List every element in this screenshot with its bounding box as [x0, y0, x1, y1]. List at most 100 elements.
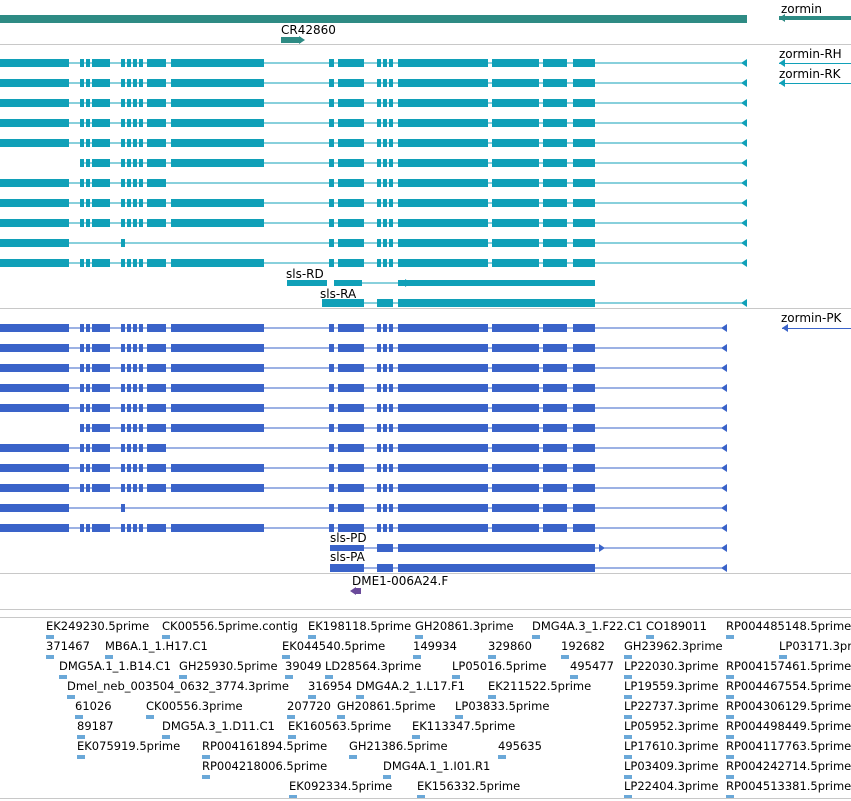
protein-row-exon[interactable]: [127, 404, 131, 412]
transcript-row-exon[interactable]: [121, 99, 125, 107]
protein-row-exon[interactable]: [0, 484, 69, 492]
transcript-sls-ra-exon[interactable]: [398, 299, 595, 307]
protein-row-exon[interactable]: [133, 404, 137, 412]
protein-row-exon[interactable]: [127, 464, 131, 472]
transcript-row-exon[interactable]: [389, 119, 393, 127]
transcript-row-exon[interactable]: [329, 99, 334, 107]
est-label[interactable]: RP004498449.5prime: [726, 719, 851, 733]
protein-row-exon[interactable]: [147, 364, 166, 372]
protein-row-exon[interactable]: [139, 364, 143, 372]
transcript-row-exon[interactable]: [377, 259, 381, 267]
transcript-row-exon[interactable]: [329, 179, 334, 187]
est-label[interactable]: LP05952.3prime: [624, 719, 719, 733]
transcript-row-exon[interactable]: [0, 119, 69, 127]
protein-row-exon[interactable]: [573, 424, 595, 432]
transcript-row-exon[interactable]: [121, 159, 125, 167]
protein-row-exon[interactable]: [329, 344, 334, 352]
transcript-row-exon[interactable]: [377, 79, 381, 87]
protein-row-exon[interactable]: [383, 504, 387, 512]
est-label[interactable]: 207720: [287, 699, 331, 713]
est-label[interactable]: 371467: [46, 639, 90, 653]
protein-row-exon[interactable]: [127, 324, 131, 332]
transcript-row-exon[interactable]: [543, 219, 567, 227]
protein-row-exon[interactable]: [133, 484, 137, 492]
est-label[interactable]: EK044540.5prime: [282, 639, 386, 653]
protein-row-exon[interactable]: [133, 524, 137, 532]
transcript-label-sls-ra[interactable]: sls-RA: [320, 287, 357, 301]
transcript-row-exon[interactable]: [139, 219, 143, 227]
protein-row-exon[interactable]: [133, 444, 137, 452]
protein-row-exon[interactable]: [139, 384, 143, 392]
protein-row-exon[interactable]: [80, 484, 84, 492]
protein-row-exon[interactable]: [383, 424, 387, 432]
transcript-row-exon[interactable]: [383, 259, 387, 267]
protein-row-exon[interactable]: [139, 424, 143, 432]
est-label[interactable]: GH23962.3prime: [624, 639, 723, 653]
transcript-row-exon[interactable]: [0, 219, 69, 227]
transcript-row-exon[interactable]: [543, 99, 567, 107]
est-glyph[interactable]: [46, 635, 54, 639]
protein-row-exon[interactable]: [377, 504, 381, 512]
protein-row-exon[interactable]: [573, 444, 595, 452]
transcript-row-exon[interactable]: [492, 219, 539, 227]
est-label[interactable]: LP22737.3prime: [624, 699, 719, 713]
transcript-row-exon[interactable]: [338, 259, 364, 267]
est-glyph[interactable]: [624, 795, 632, 799]
protein-row-exon[interactable]: [127, 424, 131, 432]
transcript-row-exon[interactable]: [338, 239, 364, 247]
est-glyph[interactable]: [383, 775, 391, 779]
protein-row-exon[interactable]: [92, 364, 110, 372]
transcript-row-exon[interactable]: [133, 59, 137, 67]
protein-row-exon[interactable]: [92, 324, 110, 332]
protein-row-exon[interactable]: [492, 404, 539, 412]
est-glyph[interactable]: [285, 675, 293, 679]
transcript-row-exon[interactable]: [127, 179, 131, 187]
est-glyph[interactable]: [202, 755, 210, 759]
transcript-row-exon[interactable]: [492, 179, 539, 187]
protein-row-exon[interactable]: [171, 484, 264, 492]
protein-row-exon[interactable]: [573, 484, 595, 492]
protein-row-exon[interactable]: [92, 404, 110, 412]
transcript-row-exon[interactable]: [573, 139, 595, 147]
transcript-row-exon[interactable]: [573, 79, 595, 87]
transcript-row-exon[interactable]: [139, 59, 143, 67]
transcript-row-exon[interactable]: [0, 179, 69, 187]
protein-row-exon[interactable]: [171, 324, 264, 332]
transcript-row-exon[interactable]: [383, 219, 387, 227]
transcript-row-exon[interactable]: [338, 139, 364, 147]
transcript-row-exon[interactable]: [389, 199, 393, 207]
transcript-row-exon[interactable]: [133, 199, 137, 207]
transcript-row-exon[interactable]: [121, 79, 125, 87]
transcript-row-exon[interactable]: [80, 139, 84, 147]
transcript-row-exon[interactable]: [121, 259, 125, 267]
protein-row-exon[interactable]: [377, 424, 381, 432]
transcript-row-exon[interactable]: [133, 99, 137, 107]
est-glyph[interactable]: [308, 635, 316, 639]
protein-row-exon[interactable]: [389, 324, 393, 332]
protein-row-exon[interactable]: [329, 464, 334, 472]
protein-row-exon[interactable]: [329, 444, 334, 452]
protein-row-exon[interactable]: [80, 324, 84, 332]
protein-row-exon[interactable]: [329, 384, 334, 392]
transcript-row-exon[interactable]: [573, 219, 595, 227]
protein-row-exon[interactable]: [147, 424, 166, 432]
transcript-row-exon[interactable]: [80, 79, 84, 87]
protein-row-exon[interactable]: [398, 344, 488, 352]
transcript-row-exon[interactable]: [377, 219, 381, 227]
transcript-row-exon[interactable]: [121, 199, 125, 207]
est-glyph[interactable]: [624, 735, 632, 739]
est-glyph[interactable]: [77, 735, 85, 739]
transcript-row-exon[interactable]: [171, 99, 264, 107]
transcript-row-exon[interactable]: [338, 99, 364, 107]
protein-row-exon[interactable]: [377, 524, 381, 532]
protein-row-exon[interactable]: [86, 464, 90, 472]
est-glyph[interactable]: [179, 675, 187, 679]
est-glyph[interactable]: [415, 635, 423, 639]
transcript-row-exon[interactable]: [139, 179, 143, 187]
protein-sls-pd-exon[interactable]: [377, 544, 393, 552]
transcript-row-exon[interactable]: [398, 179, 488, 187]
transcript-row-exon[interactable]: [127, 259, 131, 267]
protein-row-exon[interactable]: [338, 464, 364, 472]
est-label[interactable]: LP19559.3prime: [624, 679, 719, 693]
